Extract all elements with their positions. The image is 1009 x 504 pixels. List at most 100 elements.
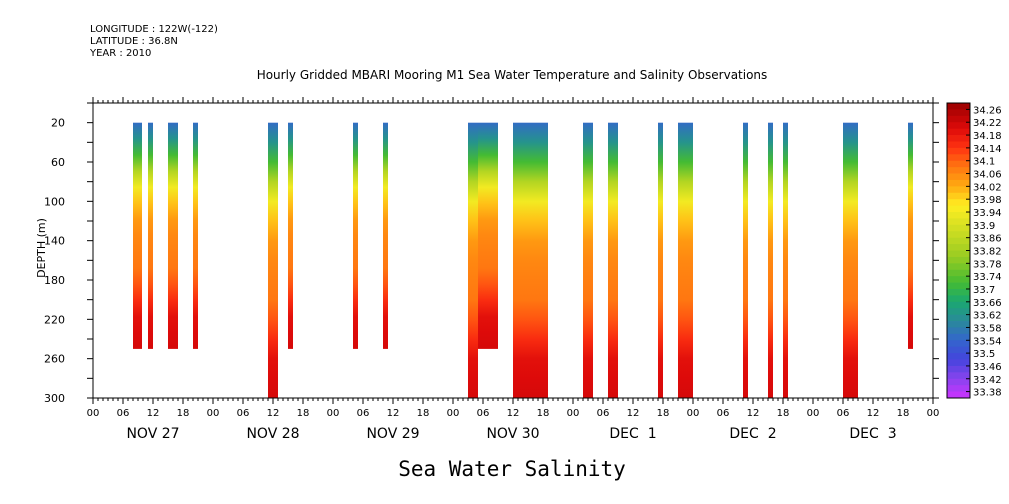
x-tick-label: 06 <box>357 408 370 419</box>
longitude-label: LONGITUDE : 122W(-122) <box>90 24 218 35</box>
x-tick-label: 12 <box>747 408 760 419</box>
x-tick-label: 12 <box>627 408 640 419</box>
y-axis-label: DEPTH (m) <box>35 218 48 278</box>
colorbar-band <box>947 160 970 168</box>
data-column-11 <box>513 122 548 398</box>
colorbar-band <box>947 378 970 386</box>
x-day-label: DEC 3 <box>849 426 896 442</box>
colorbar-band <box>947 218 970 226</box>
x-tick-label: 06 <box>837 408 850 419</box>
colorbar-band <box>947 288 970 296</box>
x-tick-label: 18 <box>177 408 190 419</box>
colorbar-label: 33.7 <box>973 285 995 296</box>
colorbar-label: 34.18 <box>973 131 1002 142</box>
colorbar-label: 33.42 <box>973 375 1002 386</box>
colorbar-band <box>947 231 970 239</box>
x-tick-label: 12 <box>387 408 400 419</box>
colorbar-band <box>947 385 970 392</box>
x-tick-label: 00 <box>687 408 700 419</box>
colorbar-label: 34.14 <box>973 144 1002 155</box>
colorbar-band <box>947 372 970 380</box>
colorbar-band <box>947 212 970 219</box>
colorbar-label: 33.46 <box>973 362 1002 373</box>
x-tick-label: 06 <box>717 408 730 419</box>
x-tick-label: 06 <box>477 408 490 419</box>
colorbar-band <box>947 282 970 290</box>
colorbar-label: 33.58 <box>973 323 1002 334</box>
colorbar-band <box>947 327 970 335</box>
colorbar-band <box>947 237 970 245</box>
colorbar-label: 33.98 <box>973 195 1002 206</box>
colorbar-band <box>947 333 970 341</box>
colorbar-label: 33.9 <box>973 221 995 232</box>
colorbar-band <box>947 340 970 348</box>
colorbar-band <box>947 147 970 155</box>
colorbar-band <box>947 359 970 367</box>
y-tick-label: 60 <box>51 156 65 169</box>
x-tick-label: 00 <box>327 408 340 419</box>
colorbar-label: 33.82 <box>973 247 1002 258</box>
colorbar-band <box>947 365 970 373</box>
x-tick-label: 00 <box>447 408 460 419</box>
data-column-4 <box>193 122 198 349</box>
data-column-20 <box>908 122 913 349</box>
colorbar-label: 33.74 <box>973 272 1002 283</box>
colorbar-band <box>947 256 970 264</box>
data-column-15 <box>678 122 693 398</box>
data-column-16 <box>743 122 748 398</box>
data-column-8 <box>383 122 388 349</box>
colorbar-label: 33.78 <box>973 259 1002 270</box>
colorbar-label: 34.22 <box>973 118 1002 129</box>
data-column-1 <box>133 122 142 349</box>
colorbar-band <box>947 250 970 258</box>
colorbar-band <box>947 321 970 328</box>
colorbar-band <box>947 141 970 149</box>
colorbar-band <box>947 192 970 200</box>
y-tick-label: 220 <box>44 313 65 326</box>
data-column-6 <box>288 122 293 349</box>
colorbar-band <box>947 244 970 251</box>
x-tick-label: 00 <box>207 408 220 419</box>
colorbar-label: 33.66 <box>973 298 1002 309</box>
data-column-3 <box>168 122 178 349</box>
colorbar-band <box>947 122 970 130</box>
data-column-7 <box>353 122 358 349</box>
x-tick-label: 18 <box>897 408 910 419</box>
y-tick-label: 20 <box>51 117 65 130</box>
colorbar-band <box>947 346 970 354</box>
colorbar-band <box>947 353 970 360</box>
x-day-label: DEC 2 <box>729 426 776 442</box>
x-tick-label: 18 <box>777 408 790 419</box>
colorbar-band <box>947 109 970 117</box>
x-day-label: NOV 28 <box>246 426 299 442</box>
colorbar-band <box>947 205 970 213</box>
data-column-5 <box>268 122 278 398</box>
colorbar-band <box>947 115 970 123</box>
chart-subtitle: Sea Water Salinity <box>398 457 626 481</box>
chart-title: Hourly Gridded MBARI Mooring M1 Sea Wate… <box>257 68 768 82</box>
y-tick-label: 100 <box>44 195 65 208</box>
x-tick-label: 00 <box>87 408 100 419</box>
y-tick-label: 140 <box>44 235 65 248</box>
colorbar-band <box>947 314 970 322</box>
latitude-label: LATITUDE : 36.8N <box>90 36 178 47</box>
colorbar-band <box>947 128 970 136</box>
colorbar-band <box>947 391 970 399</box>
data-column-17 <box>768 122 773 398</box>
y-tick-label: 300 <box>44 392 65 405</box>
colorbar-band <box>947 269 970 277</box>
year-label: YEAR : 2010 <box>90 48 152 59</box>
colorbar-band <box>947 173 970 181</box>
x-tick-label: 00 <box>807 408 820 419</box>
data-column-18 <box>783 122 788 398</box>
data-column-19 <box>843 122 858 398</box>
colorbar-label: 34.06 <box>973 170 1002 181</box>
colorbar-band <box>947 276 970 283</box>
colorbar-band <box>947 154 970 162</box>
x-day-label: NOV 29 <box>366 426 419 442</box>
data-column-2 <box>148 122 153 349</box>
colorbar-band <box>947 224 970 232</box>
data-column-12 <box>583 122 593 398</box>
colorbar-label: 33.38 <box>973 388 1002 399</box>
colorbar-band <box>947 295 970 303</box>
